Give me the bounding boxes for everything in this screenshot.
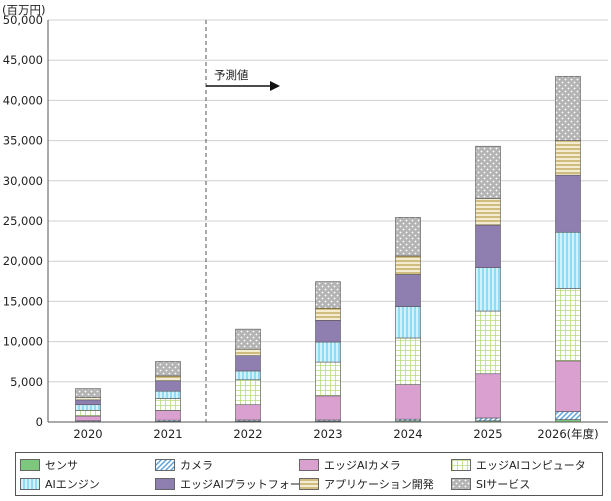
y-axis-unit-label: (百万円)	[2, 3, 45, 17]
legend-item: エッジAIコンピュータ	[451, 457, 586, 473]
x-tick-label: 2025	[473, 427, 502, 441]
legend-item: AIエンジン	[20, 476, 100, 492]
bar-segment	[155, 361, 181, 377]
bar-segment	[75, 404, 101, 411]
legend-label: エッジAIカメラ	[324, 459, 401, 472]
legend-item: センサ	[20, 457, 78, 473]
legend-swatch	[451, 459, 471, 471]
legend-swatch	[299, 478, 319, 490]
bar-segment	[395, 384, 421, 420]
legend-label: アプリケーション開発	[324, 478, 434, 491]
legend-label: カメラ	[180, 459, 213, 472]
bar-segment	[235, 370, 261, 381]
y-tick-label: 10,000	[3, 335, 43, 349]
legend-label: エッジAIコンピュータ	[476, 459, 586, 472]
bar-segment	[395, 255, 421, 275]
legend-swatch	[451, 478, 471, 490]
bar-segment	[75, 388, 101, 398]
bar-segment	[475, 198, 501, 226]
legend-label: SIサービス	[476, 478, 531, 491]
bar-segment	[395, 306, 421, 339]
bar-segment	[155, 410, 181, 421]
y-tick-label: 15,000	[3, 294, 43, 308]
x-tick-label: 2023	[313, 427, 342, 441]
bar-segment	[235, 348, 261, 356]
bar-segment	[475, 224, 501, 268]
y-tick-label: 25,000	[3, 214, 43, 228]
bar-segment	[75, 397, 101, 401]
bar-segment	[235, 379, 261, 406]
forecast-arrow-head	[270, 81, 280, 91]
y-axis-ticks: 0 5,000 10,000 15,000 20,000 25,000 30,000 35,0…	[3, 13, 43, 429]
bar-segment	[75, 415, 101, 422]
bar-segment	[555, 174, 581, 233]
bar-segment	[315, 307, 341, 321]
bar-segment	[315, 361, 341, 397]
y-tick-label: 20,000	[3, 254, 43, 268]
x-tick-label: 2026(年度)	[537, 427, 598, 441]
legend-swatch	[299, 459, 319, 471]
legend-swatch	[155, 478, 175, 490]
bar-segment	[315, 395, 341, 421]
bar-segment	[75, 399, 101, 406]
legend-item: SIサービス	[451, 476, 530, 492]
bar-segment	[155, 380, 181, 392]
bar-segment	[395, 217, 421, 257]
bar-segment	[555, 231, 581, 289]
y-tick-label: 45,000	[3, 53, 43, 67]
bar-segment	[475, 417, 501, 422]
bar-segment	[475, 310, 501, 375]
bar-segment	[555, 140, 581, 176]
y-tick-label: 0	[36, 415, 43, 429]
x-tick-label: 2024	[393, 427, 422, 441]
bar-segment	[235, 328, 261, 350]
bar-segment	[555, 411, 581, 420]
bar-segment	[555, 75, 581, 141]
bar-segment	[555, 360, 581, 412]
bar-segment	[475, 373, 501, 419]
bar-segment	[155, 390, 181, 399]
x-axis-ticks: 2020 2021 2022 2023 2024 2025 2026(年度)	[73, 427, 598, 441]
bar-segment	[475, 145, 501, 199]
bar-segment	[395, 337, 421, 385]
y-tick-label: 35,000	[3, 134, 43, 148]
legend-item: エッジAIプラットフォーム	[155, 476, 311, 492]
bar-segment	[315, 281, 341, 309]
legend-swatch	[20, 478, 40, 490]
bar-segment	[315, 341, 341, 363]
bar-segment	[75, 410, 101, 417]
chart-legend: センサ カメラ エッジAIカメラ エッジAIコンピュータ AIエンジン エッジAIプラット…	[15, 452, 603, 496]
legend-item: カメラ	[155, 457, 213, 473]
bar-segment	[155, 398, 181, 411]
legend-label: センサ	[45, 459, 78, 472]
legend-swatch	[20, 459, 40, 471]
bar-segment	[555, 288, 581, 362]
legend-swatch	[155, 459, 175, 471]
bar-segment	[395, 274, 421, 307]
y-tick-label: 40,000	[3, 93, 43, 107]
legend-label: エッジAIプラットフォーム	[180, 478, 312, 491]
y-tick-label: 5,000	[10, 375, 43, 389]
y-tick-label: 30,000	[3, 174, 43, 188]
bar-segment	[315, 319, 341, 343]
bar-segment	[235, 404, 261, 421]
x-tick-label: 2020	[73, 427, 102, 441]
legend-label: AIエンジン	[45, 478, 100, 491]
x-tick-label: 2022	[233, 427, 262, 441]
y-tick-label: 50,000	[3, 13, 43, 27]
bar-segment	[235, 355, 261, 372]
x-tick-label: 2021	[153, 427, 182, 441]
bars	[75, 75, 581, 423]
legend-item: エッジAIカメラ	[299, 457, 401, 473]
bar-segment	[475, 267, 501, 312]
bar-segment	[155, 375, 181, 382]
forecast-label: 予測値	[214, 68, 249, 82]
legend-item: アプリケーション開発	[299, 476, 434, 492]
